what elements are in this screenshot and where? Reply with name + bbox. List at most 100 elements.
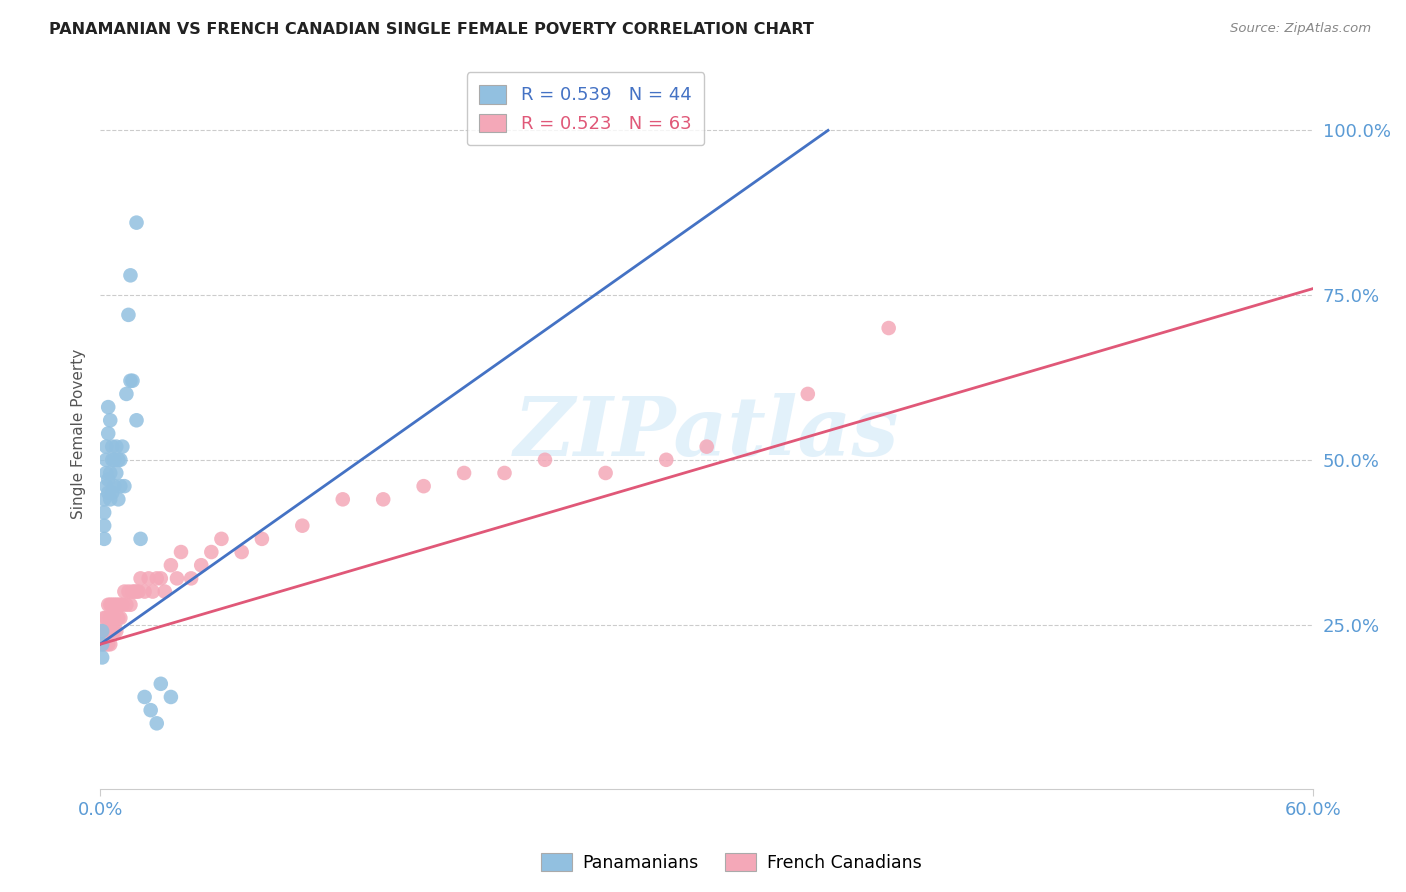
- Point: [121, 584, 143, 599]
- Point: [412, 479, 434, 493]
- Point: [110, 479, 132, 493]
- Point: [112, 479, 135, 493]
- Point: [129, 532, 152, 546]
- Point: [134, 584, 156, 599]
- Point: [373, 492, 395, 507]
- Point: [655, 452, 678, 467]
- Point: [97, 426, 120, 441]
- Point: [96, 624, 118, 639]
- Point: [105, 440, 128, 454]
- Point: [180, 571, 202, 585]
- Point: [96, 637, 118, 651]
- Point: [96, 479, 118, 493]
- Point: [101, 485, 124, 500]
- Point: [96, 611, 118, 625]
- Point: [142, 584, 165, 599]
- Point: [107, 452, 129, 467]
- Legend: Panamanians, French Canadians: Panamanians, French Canadians: [534, 847, 928, 879]
- Point: [101, 624, 124, 639]
- Point: [200, 545, 222, 559]
- Point: [120, 374, 142, 388]
- Point: [101, 452, 124, 467]
- Point: [117, 584, 139, 599]
- Text: ZIPatlas: ZIPatlas: [515, 393, 900, 474]
- Point: [101, 440, 124, 454]
- Point: [97, 598, 120, 612]
- Point: [107, 598, 129, 612]
- Point: [101, 598, 124, 612]
- Point: [98, 466, 121, 480]
- Point: [121, 374, 143, 388]
- Point: [93, 611, 115, 625]
- Point: [117, 308, 139, 322]
- Point: [138, 571, 160, 585]
- Point: [120, 598, 142, 612]
- Point: [797, 387, 820, 401]
- Point: [250, 532, 273, 546]
- Point: [139, 703, 162, 717]
- Point: [145, 571, 167, 585]
- Point: [98, 413, 121, 427]
- Point: [134, 690, 156, 704]
- Point: [91, 637, 114, 651]
- Point: [107, 611, 129, 625]
- Point: [93, 518, 115, 533]
- Point: [97, 624, 120, 639]
- Point: [534, 452, 557, 467]
- Point: [91, 624, 114, 639]
- Point: [91, 624, 114, 639]
- Point: [115, 598, 138, 612]
- Point: [877, 321, 900, 335]
- Point: [231, 545, 253, 559]
- Point: [93, 637, 115, 651]
- Point: [170, 545, 193, 559]
- Point: [93, 532, 115, 546]
- Point: [98, 637, 121, 651]
- Point: [115, 387, 138, 401]
- Point: [149, 677, 172, 691]
- Point: [97, 637, 120, 651]
- Legend: R = 0.539   N = 44, R = 0.523   N = 63: R = 0.539 N = 44, R = 0.523 N = 63: [467, 72, 704, 145]
- Point: [160, 558, 183, 573]
- Point: [595, 466, 617, 480]
- Point: [103, 598, 125, 612]
- Point: [125, 413, 148, 427]
- Point: [97, 473, 120, 487]
- Point: [96, 452, 118, 467]
- Point: [105, 598, 128, 612]
- Point: [105, 624, 128, 639]
- Point: [103, 479, 125, 493]
- Point: [103, 611, 125, 625]
- Point: [110, 598, 132, 612]
- Text: Source: ZipAtlas.com: Source: ZipAtlas.com: [1230, 22, 1371, 36]
- Point: [453, 466, 475, 480]
- Point: [105, 466, 128, 480]
- Point: [125, 584, 148, 599]
- Point: [129, 571, 152, 585]
- Point: [125, 216, 148, 230]
- Point: [93, 506, 115, 520]
- Point: [112, 584, 135, 599]
- Point: [96, 466, 118, 480]
- Point: [696, 440, 718, 454]
- Point: [101, 611, 124, 625]
- Point: [97, 485, 120, 500]
- Point: [96, 440, 118, 454]
- Point: [110, 611, 132, 625]
- Y-axis label: Single Female Poverty: Single Female Poverty: [72, 349, 86, 518]
- Point: [98, 611, 121, 625]
- Point: [111, 598, 134, 612]
- Text: PANAMANIAN VS FRENCH CANADIAN SINGLE FEMALE POVERTY CORRELATION CHART: PANAMANIAN VS FRENCH CANADIAN SINGLE FEM…: [49, 22, 814, 37]
- Point: [332, 492, 354, 507]
- Point: [91, 637, 114, 651]
- Point: [128, 584, 150, 599]
- Point: [166, 571, 188, 585]
- Point: [160, 690, 183, 704]
- Point: [291, 518, 314, 533]
- Point: [93, 492, 115, 507]
- Point: [120, 268, 142, 283]
- Point: [145, 716, 167, 731]
- Point: [98, 598, 121, 612]
- Point: [93, 624, 115, 639]
- Point: [97, 400, 120, 414]
